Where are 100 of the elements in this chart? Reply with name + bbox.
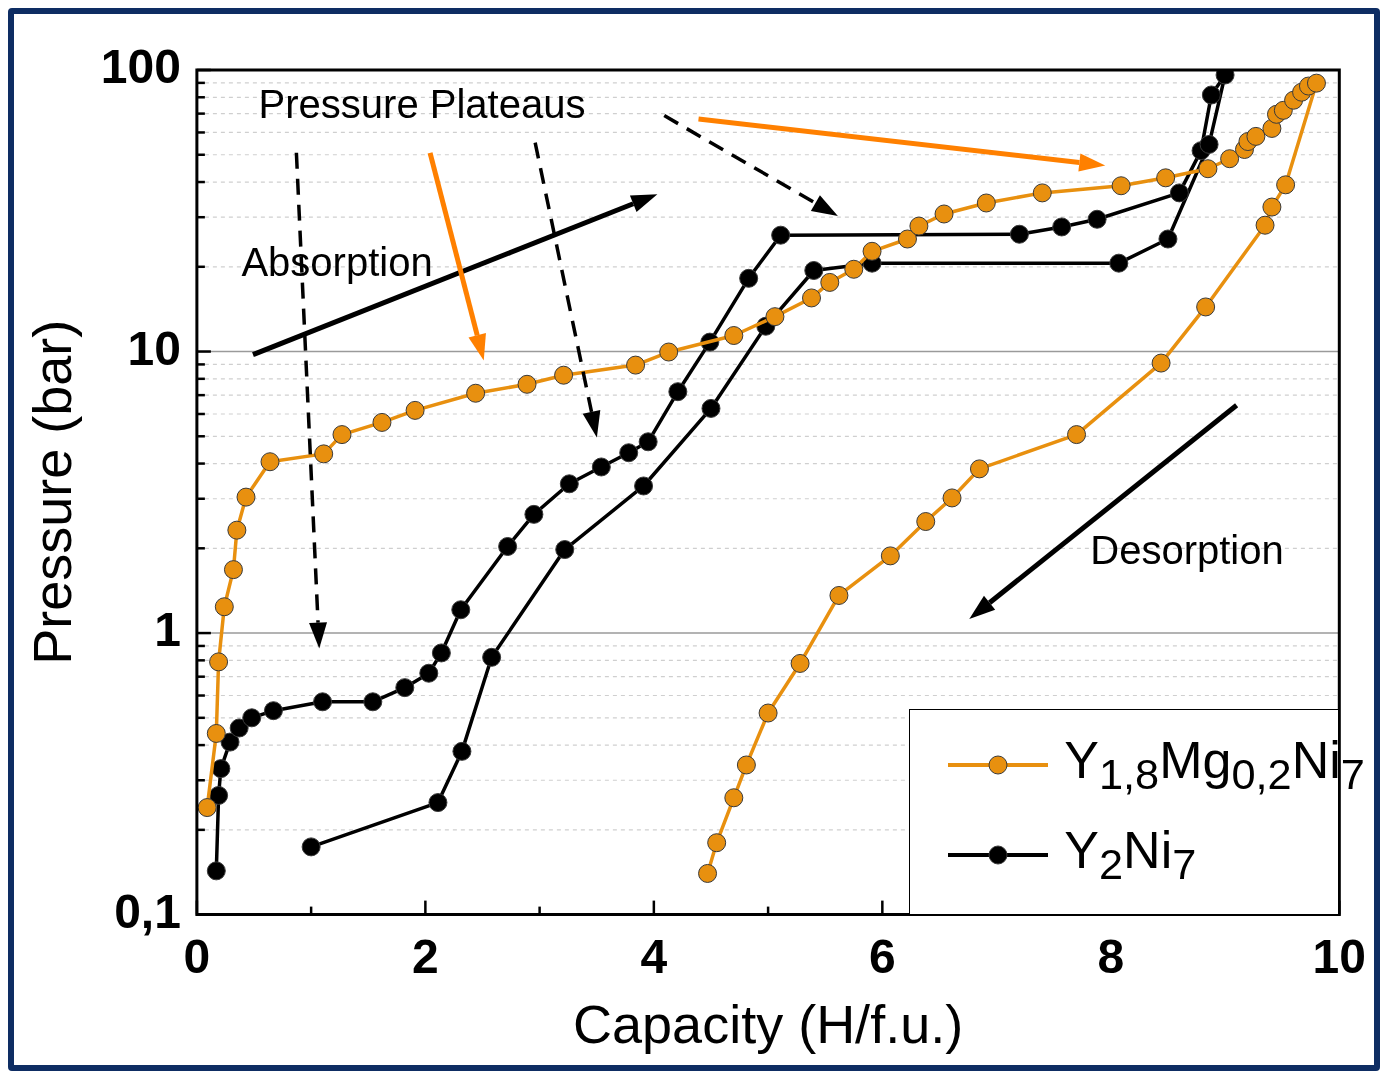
point (765, 307, 785, 327)
point (314, 444, 334, 464)
point (880, 546, 900, 566)
point (969, 459, 989, 479)
point (668, 382, 688, 402)
point (771, 225, 791, 245)
x-tick-label: 0 (183, 929, 211, 983)
point (206, 723, 226, 743)
point (1199, 134, 1219, 154)
x-tick-label: 2 (412, 929, 439, 983)
point (659, 342, 679, 362)
point (897, 229, 917, 249)
point (1109, 253, 1129, 273)
point (736, 755, 756, 775)
point (313, 692, 333, 712)
point (1306, 73, 1326, 93)
point (524, 504, 544, 524)
point (559, 474, 579, 494)
point (1262, 197, 1282, 217)
point (227, 520, 247, 540)
point (452, 741, 472, 761)
point (301, 837, 321, 857)
point (1198, 159, 1218, 179)
point (1255, 215, 1275, 235)
point (804, 261, 824, 281)
x-tick-label: 10 (1312, 929, 1366, 983)
point (1151, 353, 1171, 373)
point (209, 652, 229, 672)
point (626, 355, 646, 375)
point (1032, 183, 1052, 203)
point (698, 863, 718, 883)
point (242, 708, 262, 728)
point (431, 643, 451, 663)
point (820, 272, 840, 292)
annotation: Pressure Plateaus (258, 82, 586, 127)
point (634, 476, 654, 496)
point (197, 798, 217, 818)
point (916, 512, 936, 532)
point (466, 383, 486, 403)
point (1246, 126, 1266, 146)
point (517, 374, 537, 394)
point (829, 585, 849, 605)
point (223, 560, 243, 580)
point (1158, 229, 1178, 249)
point (206, 861, 226, 881)
point (591, 457, 611, 477)
point (707, 833, 727, 853)
point (739, 268, 759, 288)
y-tick-label: 10 (127, 321, 181, 375)
point (554, 365, 574, 385)
point (263, 701, 283, 721)
point (724, 326, 744, 346)
point (1087, 209, 1107, 229)
point (260, 452, 280, 472)
annotation: Absorption (241, 240, 433, 285)
point (451, 600, 471, 620)
point (1009, 224, 1029, 244)
point (372, 412, 392, 432)
point (1052, 217, 1072, 237)
x-tick-label: 6 (868, 929, 896, 983)
point (844, 259, 864, 279)
point (419, 663, 439, 683)
point (934, 204, 954, 224)
point (214, 597, 234, 617)
point (862, 241, 882, 261)
point (428, 793, 448, 813)
legend-label: Y$_{2}$Ni$_{7}$ (1064, 819, 1197, 890)
point (976, 193, 996, 213)
x-axis-title: Capacity (H/f.u.) (573, 994, 964, 1055)
legend-label: Y$_{1,8}$Mg$_{0,2}$Ni$_{7}$ (1064, 729, 1365, 800)
point (1067, 425, 1087, 445)
point (1156, 168, 1176, 188)
y-tick-label: 100 (100, 40, 181, 94)
point (942, 488, 962, 508)
y-tick-label: 0,1 (114, 884, 181, 938)
point (1196, 297, 1216, 317)
point (236, 487, 256, 507)
point (638, 432, 658, 452)
point (701, 398, 721, 418)
point (229, 718, 249, 738)
y-axis-title: Pressure (bar) (22, 319, 83, 665)
point (1111, 176, 1131, 196)
point (790, 653, 810, 673)
point (395, 678, 415, 698)
point (724, 788, 744, 808)
y-tick-label: 1 (154, 603, 181, 657)
point (1169, 183, 1189, 203)
point (482, 647, 502, 667)
point (211, 759, 231, 779)
point (405, 400, 425, 420)
point (209, 785, 229, 805)
point (909, 216, 929, 236)
point (332, 425, 352, 445)
point (758, 703, 778, 723)
x-tick-label: 4 (640, 929, 668, 983)
point (1276, 175, 1296, 195)
point (619, 443, 639, 463)
x-tick-label: 8 (1097, 929, 1125, 983)
annotation: Desorption (1090, 528, 1284, 573)
point (498, 537, 518, 556)
